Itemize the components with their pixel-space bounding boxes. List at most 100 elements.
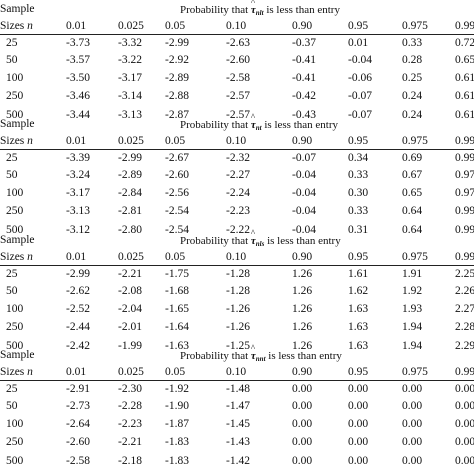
header-rule — [0, 265, 474, 266]
value-cell: 1.94 — [402, 321, 423, 333]
value-cell: 0.33 — [348, 205, 369, 217]
value-cell: -2.62 — [66, 285, 90, 297]
value-cell: -2.30 — [118, 383, 142, 395]
column-header: 0.025 — [118, 251, 144, 263]
sample-size-cell: 50 — [6, 285, 18, 297]
value-cell: -2.58 — [226, 72, 250, 84]
column-header: 0.05 — [165, 20, 186, 32]
value-cell: -1.28 — [226, 285, 250, 297]
value-cell: 2.29 — [455, 340, 474, 352]
column-header: 0.01 — [66, 251, 87, 263]
row-label-sample: Sample — [0, 349, 35, 361]
value-cell: 0.00 — [455, 383, 474, 395]
column-header: 0.90 — [292, 251, 313, 263]
row-label-sizes-text: Sizes — [0, 20, 25, 32]
value-cell: -2.54 — [165, 224, 189, 236]
value-cell: 0.65 — [402, 187, 423, 199]
value-cell: 0.00 — [348, 400, 369, 412]
sample-size-cell: 25 — [6, 37, 18, 49]
value-cell: 0.31 — [348, 224, 369, 236]
value-cell: 2.26 — [455, 285, 474, 297]
row-label-sizes-text: Sizes — [0, 135, 25, 147]
value-cell: 0.33 — [402, 37, 423, 49]
title-prefix: Probability that — [180, 4, 251, 16]
value-cell: -0.04 — [292, 224, 316, 236]
title-suffix: is less than entry — [263, 4, 340, 16]
sample-size-cell: 500 — [6, 340, 24, 352]
column-header: 0.99 — [455, 251, 474, 263]
value-cell: 0.61 — [455, 90, 474, 102]
value-cell: 0.72 — [455, 37, 474, 49]
value-cell: -2.67 — [165, 152, 189, 164]
value-cell: -2.24 — [226, 187, 250, 199]
sample-size-cell: 500 — [6, 455, 24, 466]
column-header: 0.025 — [118, 135, 144, 147]
value-cell: -1.42 — [226, 455, 250, 466]
row-label-sample: Sample — [0, 234, 35, 246]
value-cell: 0.61 — [455, 72, 474, 84]
value-cell: -3.44 — [66, 109, 90, 121]
column-header: 0.99 — [455, 135, 474, 147]
sample-size-cell: 500 — [6, 109, 24, 121]
column-header: 0.025 — [118, 366, 144, 378]
value-cell: -2.60 — [226, 54, 250, 66]
value-cell: 2.28 — [455, 321, 474, 333]
value-cell: -3.32 — [118, 37, 142, 49]
value-cell: 0.00 — [402, 400, 423, 412]
value-cell: 0.25 — [402, 72, 423, 84]
value-cell: -2.56 — [165, 187, 189, 199]
value-cell: 0.00 — [348, 455, 369, 466]
value-cell: 0.00 — [292, 418, 313, 430]
value-cell: -2.99 — [118, 152, 142, 164]
value-cell: -1.65 — [165, 303, 189, 315]
value-cell: -3.73 — [66, 37, 90, 49]
column-header: 0.05 — [165, 251, 186, 263]
value-cell: -2.21 — [118, 268, 142, 280]
row-label-sample: Sample — [0, 118, 35, 130]
value-cell: -0.07 — [348, 109, 372, 121]
column-header: 0.95 — [348, 20, 369, 32]
value-cell: 1.63 — [348, 321, 369, 333]
value-cell: 1.26 — [292, 285, 313, 297]
value-cell: -2.01 — [118, 321, 142, 333]
value-cell: 0.00 — [455, 400, 474, 412]
value-cell: -2.88 — [165, 90, 189, 102]
value-cell: 0.00 — [292, 436, 313, 448]
sample-size-cell: 50 — [6, 54, 18, 66]
value-cell: -2.57 — [226, 90, 250, 102]
value-cell: -2.89 — [118, 169, 142, 181]
table-panel-4: Sample Probability that τnnt is less than… — [0, 341, 474, 466]
value-cell: -0.07 — [292, 152, 316, 164]
table-panel-2: Sample Probability that τnt is less than … — [0, 110, 474, 236]
value-cell: -2.28 — [118, 400, 142, 412]
value-cell: -2.18 — [118, 455, 142, 466]
value-cell: -3.12 — [66, 224, 90, 236]
value-cell: -2.81 — [118, 205, 142, 217]
value-cell: -1.90 — [165, 400, 189, 412]
value-cell: -0.04 — [292, 169, 316, 181]
value-cell: -2.99 — [66, 268, 90, 280]
value-cell: 0.00 — [455, 455, 474, 466]
value-cell: 1.26 — [292, 321, 313, 333]
value-cell: -0.41 — [292, 54, 316, 66]
value-cell: -1.83 — [165, 455, 189, 466]
value-cell: -1.43 — [226, 436, 250, 448]
value-cell: 0.24 — [402, 90, 423, 102]
value-cell: 0.00 — [348, 436, 369, 448]
sample-size-cell: 25 — [6, 152, 18, 164]
row-label-sizes: Sizes n — [0, 19, 33, 33]
column-header: 0.10 — [226, 135, 247, 147]
value-cell: -1.26 — [226, 321, 250, 333]
sample-size-cell: 500 — [6, 224, 24, 236]
value-cell: -2.27 — [226, 169, 250, 181]
row-label-sizes: Sizes n — [0, 250, 33, 264]
value-cell: -2.87 — [165, 109, 189, 121]
row-label-n: n — [27, 20, 33, 32]
value-cell: -1.26 — [226, 303, 250, 315]
column-header: 0.90 — [292, 366, 313, 378]
value-cell: 1.61 — [348, 268, 369, 280]
row-label-n: n — [27, 135, 33, 147]
value-cell: 0.00 — [455, 436, 474, 448]
value-cell: -2.42 — [66, 340, 90, 352]
column-header: 0.025 — [118, 20, 144, 32]
